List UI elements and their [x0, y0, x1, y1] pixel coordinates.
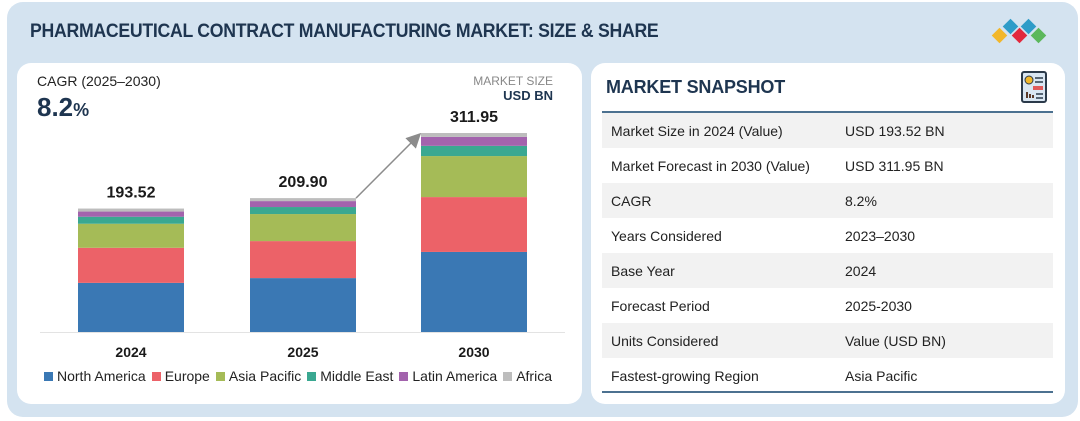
- snapshot-row: Years Considered 2023–2030: [602, 218, 1053, 253]
- bar-segment-europe: [250, 241, 356, 279]
- bar-total-label: 209.90: [279, 174, 328, 191]
- bar-segment-north-america: [421, 251, 527, 332]
- snapshot-row-label: Market Size in 2024 (Value): [611, 122, 783, 139]
- snapshot-divider-bottom: [602, 391, 1053, 393]
- legend-label: Middle East: [320, 368, 394, 384]
- snapshot-row-label: Units Considered: [611, 332, 719, 349]
- snapshot-title: MARKET SNAPSHOT: [606, 77, 786, 97]
- x-tick-label: 2025: [287, 344, 318, 360]
- bar-segment-africa: [78, 208, 184, 212]
- legend-label: Europe: [164, 368, 210, 384]
- legend-item: Asia Pacific: [215, 368, 302, 384]
- legend-label: North America: [57, 368, 146, 384]
- legend-swatch: [503, 371, 513, 381]
- snapshot-row-value: Value (USD BN): [845, 332, 946, 349]
- snapshot-table: Market Size in 2024 (Value) USD 193.52 BN…: [602, 113, 1053, 393]
- snapshot-row: Units Considered Value (USD BN): [602, 323, 1053, 358]
- bar-segment-africa: [250, 198, 356, 202]
- chart-legend: North America Europe Asia Pacific Middle Ea…: [44, 368, 552, 384]
- cagr-unit: %: [73, 100, 90, 120]
- market-size-unit: USD BN: [503, 88, 553, 103]
- legend-swatch: [151, 371, 161, 381]
- legend-swatch: [399, 371, 409, 381]
- cagr-value: 8.2%: [37, 92, 89, 123]
- legend-label: Latin America: [412, 368, 498, 384]
- logo-diamond-green: [1030, 27, 1047, 44]
- snapshot-row-label: Fastest-growing Region: [611, 367, 759, 384]
- growth-arrow: [355, 132, 422, 199]
- bar-segment-middle-east: [250, 207, 356, 215]
- bar-segment-middle-east: [421, 145, 527, 157]
- bar-segment-latin-america: [421, 136, 527, 146]
- bar-segment-latin-america: [78, 211, 184, 217]
- bar-total-label: 311.95: [450, 109, 498, 126]
- snapshot-row-value: 2023–2030: [845, 227, 916, 244]
- x-tick-label: 2024: [115, 344, 146, 360]
- bar-segment-asia-pacific: [78, 223, 184, 248]
- snapshot-row-label: Years Considered: [611, 227, 722, 244]
- bar-segment-latin-america: [250, 201, 356, 208]
- bar-segment-asia-pacific: [421, 156, 527, 198]
- legend-item: Europe: [151, 368, 210, 384]
- snapshot-row-value: USD 311.95 BN: [845, 157, 944, 174]
- legend-label: Africa: [516, 368, 552, 384]
- bar-segment-africa: [421, 133, 527, 137]
- legend-swatch: [215, 371, 225, 381]
- legend-label: Asia Pacific: [228, 368, 302, 384]
- snapshot-row-label: CAGR: [611, 192, 652, 209]
- report-document-icon: [1021, 71, 1047, 103]
- snapshot-row-value: 8.2%: [845, 192, 877, 209]
- snapshot-row-label: Forecast Period: [611, 297, 710, 314]
- page-title: PHARMACEUTICAL CONTRACT MANUFACTURING MA…: [30, 21, 659, 42]
- snapshot-row: Forecast Period 2025-2030: [602, 288, 1053, 323]
- legend-item: Middle East: [307, 368, 393, 384]
- snapshot-row-label: Market Forecast in 2030 (Value): [611, 157, 810, 174]
- x-tick-label: 2030: [458, 344, 489, 360]
- legend-item: North America: [44, 368, 146, 384]
- legend-swatch: [307, 371, 317, 381]
- snapshot-row: Market Size in 2024 (Value) USD 193.52 BN: [602, 113, 1053, 148]
- bar-segment-europe: [421, 197, 527, 252]
- legend-item: Africa: [503, 368, 552, 384]
- legend-swatch: [44, 371, 53, 381]
- snapshot-row: Base Year 2024: [602, 253, 1053, 288]
- snapshot-row-label: Base Year: [611, 262, 675, 279]
- market-size-label: MARKET SIZE: [473, 74, 553, 88]
- cagr-label: CAGR (2025–2030): [37, 73, 161, 89]
- cagr-number: 8.2: [37, 92, 74, 122]
- bar-segment-asia-pacific: [250, 214, 356, 242]
- bar-segment-north-america: [78, 282, 184, 332]
- bar-total-label: 193.52: [107, 185, 156, 202]
- bar-segment-europe: [78, 247, 184, 283]
- snapshot-row-value: 2024: [845, 262, 877, 279]
- snapshot-row-value: USD 193.52 BN: [845, 122, 945, 139]
- snapshot-row-value: 2025-2030: [845, 297, 912, 314]
- legend-item: Latin America: [399, 368, 497, 384]
- snapshot-row-value: Asia Pacific: [845, 367, 918, 384]
- bar-segment-middle-east: [78, 216, 184, 224]
- snapshot-divider-top: [602, 111, 1053, 113]
- snapshot-row: Market Forecast in 2030 (Value) USD 311.9…: [602, 148, 1053, 183]
- logo-diamond-blue-right: [1020, 18, 1037, 35]
- snapshot-row: Fastest-growing Region Asia Pacific: [602, 358, 1053, 393]
- bar-segment-north-america: [250, 278, 356, 332]
- brand-logo-icon: [991, 18, 1047, 44]
- snapshot-row: CAGR 8.2%: [602, 183, 1053, 218]
